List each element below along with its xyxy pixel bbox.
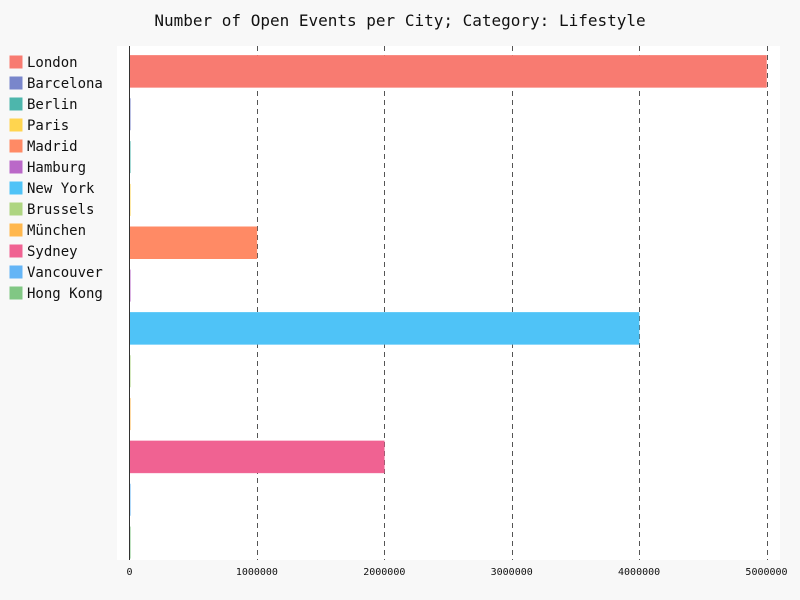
x-tick-label: 4000000 (618, 567, 660, 578)
legend-swatch (9, 286, 23, 300)
legend-swatch (9, 244, 23, 258)
x-tick-label: 3000000 (491, 567, 533, 578)
legend-label: London (27, 55, 78, 71)
legend-label: Berlin (27, 97, 78, 113)
legend-swatch (9, 202, 23, 216)
legend-label: Vancouver (27, 265, 103, 281)
legend-label: Hong Kong (27, 286, 103, 302)
x-tick-label: 1000000 (236, 567, 278, 578)
x-tick-label: 2000000 (363, 567, 405, 578)
bar-london (129, 55, 767, 88)
legend-label: Madrid (27, 139, 78, 155)
bar-new-york (129, 312, 640, 345)
x-tick-label: 5000000 (745, 567, 787, 578)
legend-swatch (9, 265, 23, 279)
legend-label: München (27, 223, 86, 239)
legend-label: Sydney (27, 244, 78, 260)
legend-label: Barcelona (27, 76, 103, 92)
legend-label: Paris (27, 118, 69, 134)
legend-swatch (9, 118, 23, 132)
legend-swatch (9, 97, 23, 111)
legend-label: Brussels (27, 202, 94, 218)
legend-swatch (9, 181, 23, 195)
x-tick-label: 0 (126, 567, 132, 578)
bar-sydney (129, 440, 385, 474)
grid-layer (257, 46, 768, 560)
legend-swatch (9, 139, 23, 153)
legend-label: New York (27, 181, 95, 197)
plot-area (117, 46, 780, 560)
tick-layer: 0 1000000 2000000 3000000 4000000 5000000 (126, 567, 787, 578)
chart-title: Number of Open Events per City; Category… (154, 11, 645, 30)
legend-swatch (9, 76, 23, 90)
bar-madrid (129, 226, 258, 259)
legend-swatch (9, 223, 23, 237)
legend-label: Hamburg (27, 160, 86, 176)
legend: London Barcelona Berlin Paris Madrid Hamburg N… (9, 55, 103, 302)
legend-swatch (9, 55, 23, 69)
legend-swatch (9, 160, 23, 174)
